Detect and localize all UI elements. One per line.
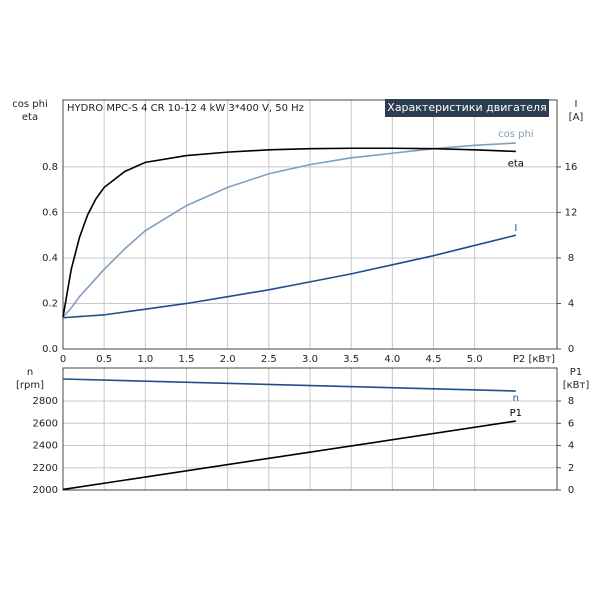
series-line [62, 420, 516, 491]
series-line [62, 147, 516, 318]
y-axis-label: eta [22, 112, 38, 123]
x-tick-label: 2.5 [261, 354, 277, 365]
y-tick-label: 2800 [33, 396, 58, 407]
x-tick-label: 0 [60, 354, 66, 365]
series-line [62, 378, 516, 392]
x-tick-label: 3.5 [343, 354, 359, 365]
x-tick-label: 2.0 [220, 354, 236, 365]
y2-tick-label: 2 [568, 463, 574, 474]
y2-tick-label: 6 [568, 418, 574, 429]
series-label: cos phi [498, 129, 533, 140]
y2-tick-label: 4 [568, 441, 574, 452]
y-tick-label: 0.0 [42, 344, 58, 355]
x-tick-label: 4.5 [426, 354, 442, 365]
y-axis-label: n [27, 367, 33, 378]
x-tick-label: 1.5 [179, 354, 195, 365]
y2-tick-label: 0 [568, 485, 574, 496]
y-tick-label: 0.2 [42, 298, 58, 309]
y2-tick-label: 12 [565, 207, 578, 218]
plot-frame [62, 99, 558, 350]
x-tick-label: 5.0 [467, 354, 483, 365]
series-label: I [514, 223, 517, 234]
x-tick-label: 4.0 [384, 354, 400, 365]
series-label: eta [508, 158, 524, 169]
y2-axis-label: [кВт] [563, 380, 590, 391]
y-axis-label: [rpm] [16, 380, 44, 391]
plot-frame [62, 367, 558, 491]
x-tick-label: 3.0 [302, 354, 318, 365]
y-tick-label: 2000 [33, 485, 58, 496]
y-tick-label: 2600 [33, 418, 58, 429]
y2-tick-label: 4 [568, 298, 574, 309]
series-line [62, 142, 516, 318]
x-axis-label: P2 [кВт] [513, 354, 555, 365]
series-label: n [513, 393, 519, 404]
x-tick-label: 1.0 [137, 354, 153, 365]
y-tick-label: 0.6 [42, 207, 58, 218]
badge: Характеристики двигателя [387, 101, 546, 114]
y-tick-label: 0.4 [42, 253, 58, 264]
y2-tick-label: 8 [568, 253, 574, 264]
y2-tick-label: 8 [568, 396, 574, 407]
series-label: P1 [510, 408, 522, 419]
y2-tick-label: 0 [568, 344, 574, 355]
y-tick-label: 2200 [33, 463, 58, 474]
badge-box [385, 99, 549, 117]
series-line [62, 234, 517, 319]
y2-axis-label: P1 [570, 367, 582, 378]
y-axis-label: cos phi [12, 99, 47, 110]
chart-title: HYDRO MPC-S 4 CR 10-12 4 kW 3*400 V, 50 … [67, 103, 304, 114]
y2-axis-label: [A] [569, 112, 584, 123]
x-tick-label: 0.5 [96, 354, 112, 365]
y-tick-label: 0.8 [42, 162, 58, 173]
y2-tick-label: 16 [565, 162, 578, 173]
y2-axis-label: I [575, 99, 578, 110]
y-tick-label: 2400 [33, 441, 58, 452]
